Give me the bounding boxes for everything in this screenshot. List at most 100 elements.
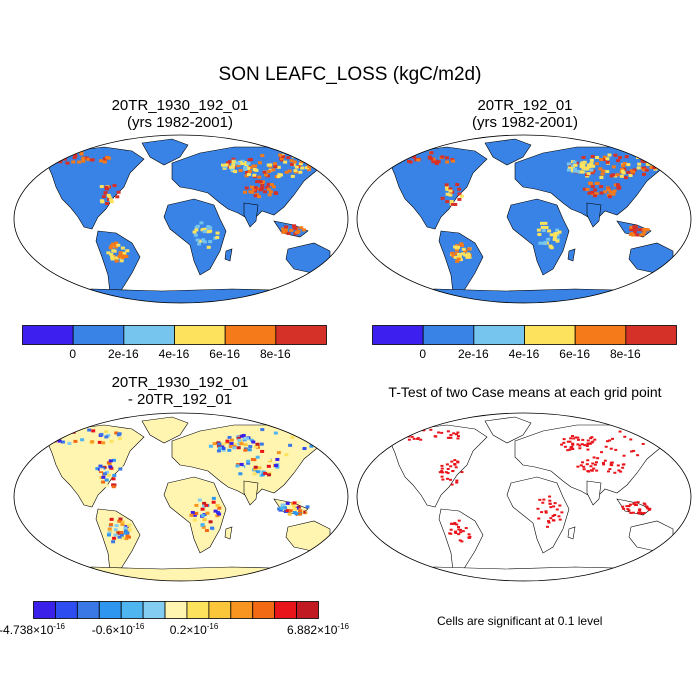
grid-cell xyxy=(104,430,109,434)
grid-cell xyxy=(652,166,657,170)
colorbar-tick-label: 6e-16 xyxy=(559,347,591,361)
significant-cell xyxy=(646,507,650,510)
significant-cell xyxy=(603,459,607,462)
grid-cell xyxy=(457,192,462,196)
significant-cell xyxy=(604,445,608,448)
significant-cell xyxy=(610,461,614,464)
significant-cell xyxy=(661,445,665,448)
land-namerica xyxy=(388,424,488,508)
significant-cell xyxy=(592,467,596,470)
significant-cell xyxy=(558,504,562,507)
panel-title-case2-line1: 20TR_192_01 xyxy=(477,97,573,114)
grid-cell xyxy=(108,459,113,463)
grid-cell xyxy=(599,185,604,189)
grid-cell xyxy=(283,229,288,233)
significant-cell xyxy=(578,447,582,450)
grid-cell xyxy=(263,471,268,475)
significant-cell xyxy=(548,502,552,505)
grid-cell xyxy=(231,160,236,164)
grid-cell xyxy=(99,199,104,203)
grid-cell xyxy=(641,166,646,170)
significant-cell xyxy=(581,461,585,464)
grid-cell xyxy=(274,191,279,195)
significant-cell xyxy=(619,470,623,473)
grid-cell xyxy=(260,449,265,453)
grid-cell xyxy=(59,155,64,159)
significant-cell xyxy=(551,514,555,517)
colorbar-diff-ticks: -4.738×10-16 -0.6×10-16 0.2×10-16 6.882×… xyxy=(0,622,350,640)
grid-cell xyxy=(637,228,642,232)
grid-cell xyxy=(236,446,241,450)
significant-cell xyxy=(557,515,561,518)
significant-cell xyxy=(449,465,453,468)
grid-cell xyxy=(573,167,578,171)
grid-cell xyxy=(254,445,259,449)
grid-cell xyxy=(403,154,408,158)
colorbar-box xyxy=(574,325,627,345)
grid-cell xyxy=(244,170,249,174)
grid-cell xyxy=(461,252,466,256)
colorbar-case1 xyxy=(22,325,327,345)
grid-cell xyxy=(195,224,200,228)
grid-cell xyxy=(605,170,610,174)
grid-cell xyxy=(276,451,281,455)
grid-cell xyxy=(399,156,404,160)
grid-cell xyxy=(111,540,116,544)
land-greenland xyxy=(484,138,532,166)
grid-cell xyxy=(552,237,557,241)
significant-cell xyxy=(572,437,576,440)
grid-cell xyxy=(112,483,117,487)
grid-cell xyxy=(276,175,281,179)
grid-cell xyxy=(599,191,604,195)
significant-cell xyxy=(450,460,454,463)
grid-cell xyxy=(105,202,110,206)
grid-cell xyxy=(194,511,199,515)
grid-cell xyxy=(299,226,304,230)
grid-cell xyxy=(307,168,312,172)
grid-cell xyxy=(589,158,594,162)
grid-cell xyxy=(644,168,649,172)
significant-cell xyxy=(547,521,551,524)
colorbar-box xyxy=(252,601,276,619)
grid-cell xyxy=(217,512,222,516)
grid-cell xyxy=(200,523,205,527)
grid-cell xyxy=(642,230,647,234)
significant-cell xyxy=(454,433,458,436)
grid-cell xyxy=(640,159,645,163)
grid-cell xyxy=(456,257,461,261)
grid-cell xyxy=(192,518,197,522)
grid-cell xyxy=(238,472,243,476)
grid-cell xyxy=(282,506,287,510)
significant-cell xyxy=(562,441,566,444)
grid-cell xyxy=(106,533,111,537)
significant-cell xyxy=(552,505,556,508)
land-india xyxy=(243,202,259,228)
grid-cell xyxy=(266,187,271,191)
significant-cell xyxy=(395,435,399,438)
grid-cell xyxy=(269,183,274,187)
grid-cell xyxy=(252,189,257,193)
grid-cell xyxy=(228,160,233,164)
grid-cell xyxy=(591,164,596,168)
grid-cell xyxy=(244,186,249,190)
grid-cell xyxy=(102,472,107,476)
grid-cell xyxy=(294,512,299,516)
significant-cell xyxy=(601,461,605,464)
grid-cell xyxy=(108,246,113,250)
grid-cell xyxy=(73,439,78,443)
grid-cell xyxy=(123,526,128,530)
grid-cell xyxy=(645,162,650,166)
grid-cell xyxy=(205,511,210,515)
grid-cell xyxy=(570,166,575,170)
grid-cell xyxy=(104,470,109,474)
grid-cell xyxy=(287,169,292,173)
grid-cell xyxy=(114,524,119,528)
grid-cell xyxy=(230,165,235,169)
grid-cell xyxy=(117,437,122,441)
grid-cell xyxy=(293,507,298,511)
grid-cell xyxy=(448,193,453,197)
grid-cell xyxy=(622,162,627,166)
grid-cell xyxy=(586,172,591,176)
grid-cell xyxy=(248,158,253,162)
significant-cell xyxy=(452,522,456,525)
